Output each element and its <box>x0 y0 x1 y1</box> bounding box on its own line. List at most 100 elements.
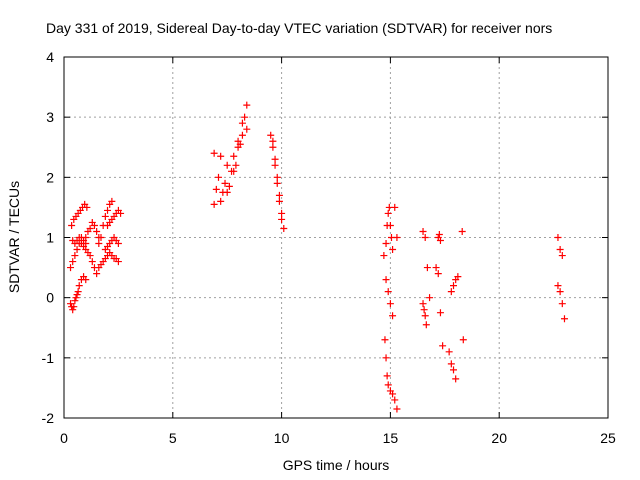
data-point-arc-11 <box>243 125 251 133</box>
data-point-arc-20 <box>421 312 429 320</box>
data-point-arc-6 <box>97 234 105 241</box>
data-point-arc-10 <box>243 101 251 109</box>
data-point-arc-6 <box>95 240 103 248</box>
axis-ticks: 0 5 10 15 20 25 -2 -1 0 1 2 3 4 <box>42 49 616 446</box>
data-point-arc-26 <box>558 252 566 260</box>
data-point-arc-15 <box>273 179 281 187</box>
data-point-arc-14 <box>275 191 283 199</box>
data-point-arc-26 <box>556 246 564 254</box>
data-point-arc-24 <box>452 375 460 383</box>
data-point-arc-3 <box>73 246 81 254</box>
data-point-arc-18 <box>389 390 397 398</box>
y-tick-label: -1 <box>42 350 55 366</box>
data-point-arc-18 <box>383 372 391 380</box>
data-point-arc-23 <box>447 288 455 296</box>
y-tick-label: 1 <box>46 230 54 246</box>
data-point-arc-18 <box>393 405 401 413</box>
data-point-arc-17 <box>391 203 399 211</box>
y-axis-label: SDTVAR / TECUs <box>6 181 22 293</box>
data-point-arc-10 <box>238 119 246 127</box>
data-point-arc-21 <box>436 237 444 245</box>
data-point-arc-11 <box>210 149 218 157</box>
data-point-arc-1 <box>74 288 82 296</box>
data-point-arc-27 <box>554 282 562 290</box>
y-tick-label: 3 <box>46 109 54 125</box>
data-point-arc-16 <box>384 209 392 217</box>
data-point-arc-16 <box>380 252 388 260</box>
data-point-arc-10 <box>210 200 218 208</box>
data-point-arc-22 <box>436 309 444 317</box>
data-point-arc-17 <box>393 234 401 241</box>
data-point-arc-1 <box>82 276 90 284</box>
x-tick-label: 15 <box>383 430 399 446</box>
data-point-arc-10 <box>217 197 225 205</box>
data-point-arc-3 <box>86 252 94 260</box>
data-point-arc-3 <box>69 258 77 266</box>
data-point-arc-1 <box>67 300 75 308</box>
y-tick-label: -2 <box>42 410 55 426</box>
data-point-arc-11 <box>230 152 238 160</box>
data-point-arc-15 <box>269 137 277 145</box>
data-point-arc-22 <box>432 264 440 272</box>
data-point-arc-19 <box>421 234 429 241</box>
data-point-arc-18 <box>384 381 392 389</box>
data-point-arc-11 <box>223 161 231 169</box>
data-point-arc-7 <box>114 258 122 266</box>
data-point-arc-13 <box>212 185 220 193</box>
data-point-arc-14 <box>267 131 275 139</box>
data-point-arc-20 <box>422 321 430 329</box>
data-point-arc-19 <box>426 294 434 302</box>
data-point-arc-22 <box>434 270 442 278</box>
data-point-arc-5 <box>82 234 90 241</box>
data-point-arc-1 <box>70 303 78 311</box>
data-point-arc-14 <box>278 209 286 217</box>
data-point-arc-6 <box>104 206 112 214</box>
data-point-arc-3 <box>88 258 96 266</box>
data-point-arc-19 <box>423 264 431 272</box>
data-point-arc-13 <box>219 188 227 196</box>
grid-layer <box>64 57 608 418</box>
data-point-arc-1 <box>71 297 79 305</box>
data-point-arc-11 <box>217 152 225 160</box>
data-point-arc-13 <box>232 161 240 169</box>
data-point-arc-8 <box>114 240 122 248</box>
data-point-arc-14 <box>271 155 279 163</box>
data-point-arc-17 <box>386 300 394 308</box>
data-point-arc-15 <box>278 215 286 223</box>
data-point-arc-18 <box>381 336 389 344</box>
data-point-arc-12 <box>234 143 242 151</box>
data-point-arc-19 <box>419 227 427 235</box>
data-point-arc-3 <box>67 264 75 272</box>
data-point-arc-15 <box>275 197 283 205</box>
data-point-arc-5 <box>90 221 98 229</box>
data-point-arc-24 <box>445 348 453 356</box>
data-point-arc-20 <box>419 300 427 308</box>
y-tick-label: 4 <box>46 49 54 65</box>
data-point-arc-14 <box>280 224 288 232</box>
data-point-arc-12 <box>221 179 229 187</box>
data-point-arc-23 <box>454 273 462 281</box>
x-tick-label: 0 <box>60 430 68 446</box>
data-point-arc-14 <box>269 143 277 151</box>
data-point-arc-25 <box>458 227 466 235</box>
x-tick-label: 20 <box>491 430 507 446</box>
data-point-arc-27 <box>560 315 568 323</box>
data-point-arc-1 <box>75 282 83 290</box>
data-point-arc-3 <box>93 270 101 278</box>
data-point-arc-2 <box>68 221 76 229</box>
x-axis-label: GPS time / hours <box>283 457 390 473</box>
data-point-arc-16 <box>386 221 394 229</box>
data-point-arc-9 <box>117 209 125 217</box>
data-point-arc-3 <box>71 252 79 260</box>
data-points <box>67 101 568 413</box>
data-point-arc-1 <box>69 306 77 314</box>
data-point-arc-23 <box>450 282 458 290</box>
data-point-arc-12 <box>241 113 249 121</box>
data-point-arc-14 <box>273 173 281 181</box>
data-point-arc-2 <box>83 203 91 211</box>
data-point-arc-27 <box>558 300 566 308</box>
data-point-arc-16 <box>389 246 397 254</box>
data-point-arc-24 <box>450 366 458 374</box>
y-tick-label: 2 <box>46 169 54 185</box>
